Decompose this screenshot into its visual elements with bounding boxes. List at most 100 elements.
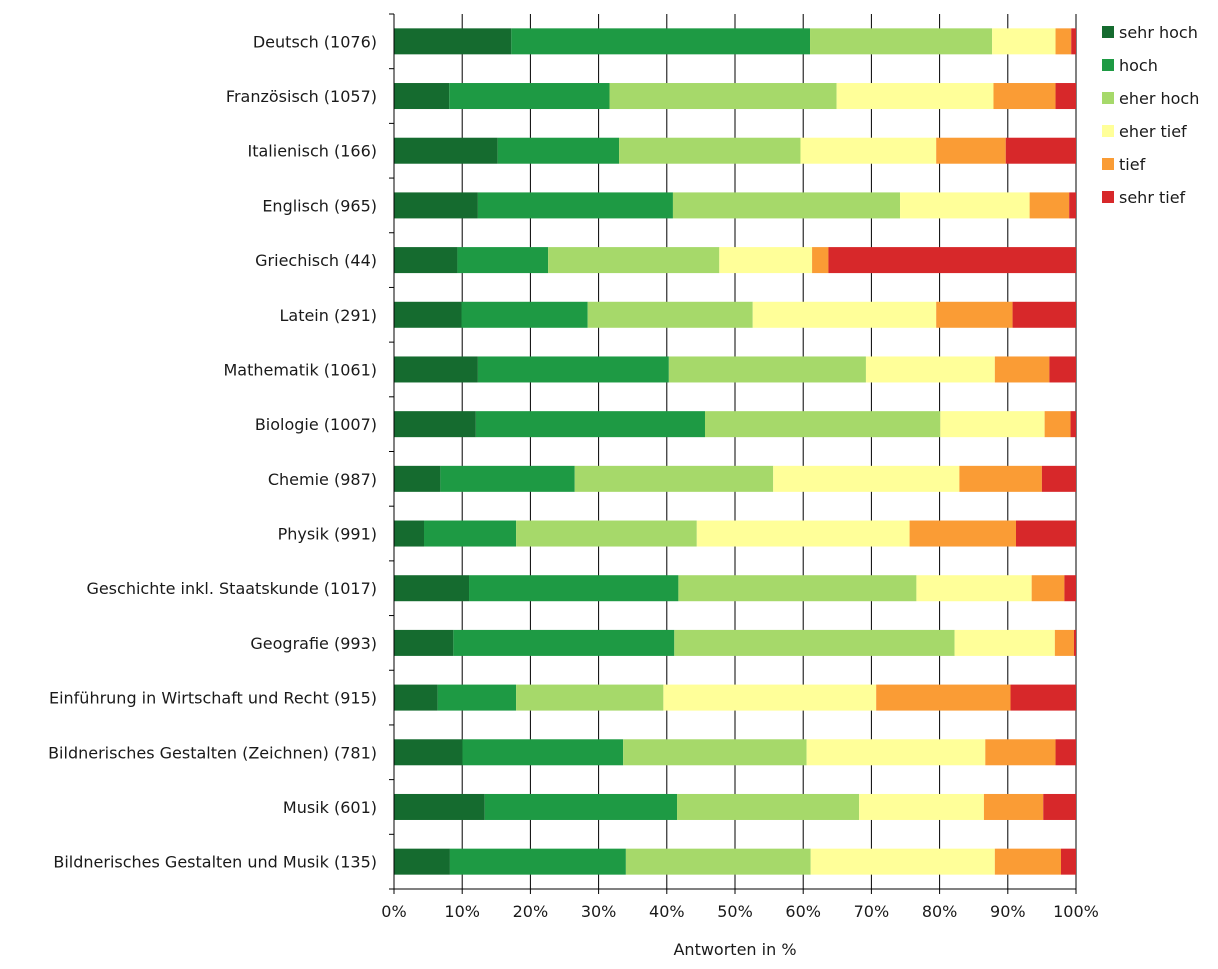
bar-segment	[516, 520, 697, 547]
x-tick-label: 40%	[649, 902, 685, 921]
legend-swatch	[1102, 125, 1114, 137]
bar-segment	[994, 356, 1050, 383]
bar-segment	[453, 629, 675, 656]
bar-segment	[484, 793, 678, 820]
bar-segment	[457, 247, 549, 274]
bar-segment	[859, 793, 984, 820]
bar-segment	[1055, 28, 1072, 55]
axes	[389, 13, 1077, 894]
category-labels: Deutsch (1076) Französisch (1057) Italieni…	[48, 32, 377, 871]
legend-swatch	[1102, 59, 1114, 71]
category-label: Latein (291)	[279, 306, 377, 325]
bar-segment	[1055, 83, 1076, 110]
bar-segment	[497, 137, 620, 164]
category-label: Biologie (1007)	[255, 415, 377, 434]
bar-segment	[810, 28, 993, 55]
bar-segment	[1071, 28, 1076, 55]
legend-swatch	[1102, 158, 1114, 170]
bar-segment	[1055, 739, 1076, 766]
legend-swatch	[1102, 26, 1114, 38]
legend-swatch	[1102, 191, 1114, 203]
bar-segment	[672, 192, 901, 219]
bar-segment	[876, 684, 1011, 711]
bar-segment	[983, 793, 1044, 820]
x-tick-label: 50%	[717, 902, 753, 921]
bar-segment	[587, 301, 753, 328]
bar-segment	[394, 848, 450, 875]
bar-segment	[437, 684, 517, 711]
bar-segment	[985, 739, 1056, 766]
bar-segment	[394, 28, 512, 55]
category-label: Physik (991)	[278, 525, 377, 544]
bar-segment	[1005, 137, 1076, 164]
bar-segment	[828, 247, 1076, 274]
bar-segment	[668, 356, 866, 383]
bar-segment	[1049, 356, 1076, 383]
category-label: Italienisch (166)	[248, 142, 378, 161]
x-tick-label: 60%	[785, 902, 821, 921]
x-tick-label: 70%	[854, 902, 890, 921]
bar-segment	[394, 192, 478, 219]
bar-segment	[394, 247, 458, 274]
bar-segment	[677, 793, 860, 820]
bar-segment	[752, 301, 937, 328]
legend-label: sehr tief	[1119, 188, 1186, 207]
bar-segment	[394, 83, 450, 110]
bar-segment	[394, 465, 441, 492]
bar-segment	[1044, 411, 1071, 438]
bar-segment	[394, 137, 498, 164]
bar-segment	[704, 411, 941, 438]
bar-segment	[440, 465, 575, 492]
bar-segment	[1069, 192, 1076, 219]
bar-segment	[449, 83, 610, 110]
legend-swatch	[1102, 92, 1114, 104]
bar-segment	[394, 411, 476, 438]
x-tick-labels: 0% 10% 20% 30% 40% 50% 60% 70% 80% 90% 100%	[381, 902, 1099, 921]
x-tick-label: 30%	[581, 902, 617, 921]
bar-segment	[1054, 629, 1074, 656]
bar-segment	[394, 739, 463, 766]
legend: sehr hoch hoch eher hoch eher tief tief sehr …	[1102, 23, 1199, 207]
bar-segment	[625, 848, 811, 875]
category-label: Griechisch (44)	[255, 251, 377, 270]
bar-segment	[461, 301, 588, 328]
bar-segment	[424, 520, 517, 547]
bar-segment	[936, 137, 1006, 164]
bar-segment	[477, 356, 669, 383]
x-tick-label: 20%	[513, 902, 549, 921]
bar-segment	[1043, 793, 1076, 820]
bar-segment	[1041, 465, 1076, 492]
bar-segment	[462, 739, 624, 766]
bar-segment	[909, 520, 1016, 547]
bar-segment	[994, 848, 1061, 875]
bar-segment	[1073, 629, 1076, 656]
x-axis-title: Antworten in %	[673, 940, 796, 959]
legend-label: eher hoch	[1119, 89, 1199, 108]
bar-segment	[836, 83, 994, 110]
bar-segment	[609, 83, 837, 110]
bar-segment	[678, 575, 917, 602]
bar-segment	[1064, 575, 1076, 602]
bar-segment	[394, 575, 470, 602]
bar-segment	[394, 356, 478, 383]
x-tick-label: 100%	[1053, 902, 1099, 921]
bar-segment	[773, 465, 960, 492]
bar-segment	[475, 411, 705, 438]
bar-segment	[548, 247, 720, 274]
legend-label: tief	[1119, 155, 1146, 174]
x-tick-label: 10%	[444, 902, 480, 921]
bar-segment	[623, 739, 807, 766]
bar-segment	[954, 629, 1055, 656]
bar-segment	[865, 356, 995, 383]
bar-segment	[574, 465, 774, 492]
bar-segment	[812, 247, 829, 274]
category-label: Bildnerisches Gestalten und Musik (135)	[53, 853, 377, 872]
bar-segment	[940, 411, 1045, 438]
category-label: Mathematik (1061)	[223, 360, 377, 379]
bar-segment	[1010, 684, 1076, 711]
bar-segment	[663, 684, 877, 711]
bar-segment	[619, 137, 801, 164]
bar-segment	[1012, 301, 1076, 328]
